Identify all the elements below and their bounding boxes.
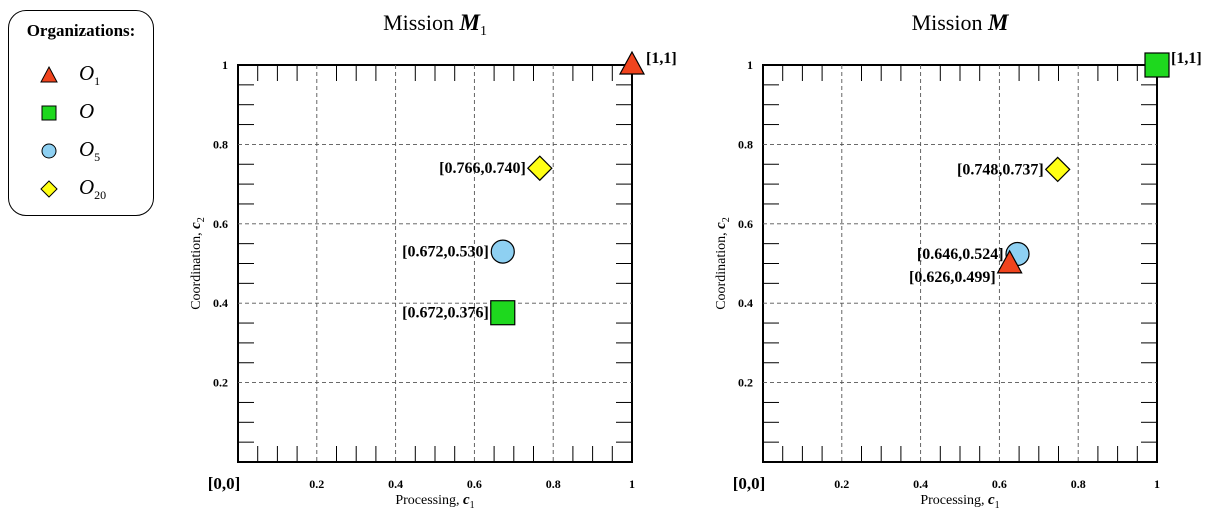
legend-item-sub: 1: [94, 74, 101, 89]
data-label: [1,1]: [646, 50, 677, 67]
data-label: [0.748,0.737]: [957, 161, 1044, 178]
y-axis-label-symbol: c: [713, 222, 729, 229]
y-tick-label: 0.8: [213, 137, 228, 151]
diamond-marker-icon: [40, 180, 58, 198]
x-tick-label: 0.8: [1071, 477, 1086, 491]
plot-frame: [762, 64, 1158, 463]
data-point-square: [490, 300, 516, 326]
data-point-triangle: [618, 50, 646, 75]
y-tick-label: 0.8: [738, 137, 753, 151]
chart-title-symbol: M: [458, 10, 481, 35]
x-axis-label: Processing, c1: [395, 492, 474, 511]
data-point-circle: [490, 239, 515, 264]
origin-label: [0,0]: [733, 474, 766, 493]
x-tick-label: 0.8: [546, 477, 561, 491]
chart-title-symbol: M: [987, 10, 1010, 35]
data-point-diamond: [1044, 156, 1071, 183]
y-axis-label: Coordination, c2: [188, 217, 207, 310]
x-axis-label-text: Processing,: [920, 493, 988, 508]
data-label: [0.646,0.524]: [917, 246, 1004, 263]
legend-item-label: O: [79, 98, 95, 123]
x-tick-label: 0.4: [388, 477, 403, 491]
legend-item-sub: 5: [94, 150, 101, 165]
x-axis-label-symbol: c: [463, 492, 470, 508]
x-axis-label-text: Processing,: [395, 493, 463, 508]
chart-title-text: Mission: [912, 10, 988, 35]
x-axis-label-symbol: c: [988, 492, 995, 508]
legend-item-sub: 20: [94, 188, 107, 203]
legend-item-o20: O20: [37, 175, 106, 203]
x-tick-label: 0.6: [467, 477, 482, 491]
chart-title-sub: 1: [480, 24, 487, 39]
data-label: [0.766,0.740]: [439, 160, 526, 177]
y-axis-label-text: Coordination,: [714, 229, 729, 310]
y-tick-label: 0.4: [738, 296, 753, 310]
chart-title: Mission M: [912, 10, 1010, 35]
x-axis-label-sub: 1: [470, 500, 475, 511]
y-tick-label: 0.6: [738, 217, 753, 231]
data-label: [1,1]: [1171, 50, 1202, 67]
y-tick-label: 0.6: [213, 217, 228, 231]
y-tick-label: 1: [222, 58, 228, 72]
y-tick-label: 0.4: [213, 296, 228, 310]
legend: Organizations: O1 O O5 O20: [8, 10, 154, 216]
y-tick-label: 1: [747, 58, 753, 72]
x-tick-label: 0.4: [913, 477, 928, 491]
legend-item-o1: O1: [37, 61, 100, 89]
y-axis-label-sub: 2: [196, 217, 207, 222]
chart-1: Mission M10.2 0.4 0.6 0.8 10.20.40.60.81[0,0…: [188, 10, 677, 511]
legend-item-o5: O5: [37, 137, 100, 165]
triangle-marker-icon: [40, 65, 58, 83]
x-tick-label: 0.2: [834, 477, 849, 491]
legend-item-label: O: [79, 136, 95, 161]
chart-title: Mission M1: [383, 10, 487, 39]
y-axis-label-symbol: c: [188, 222, 204, 229]
circle-marker-icon: [41, 143, 57, 159]
origin-label: [0,0]: [208, 474, 241, 493]
x-axis-label-sub: 1: [995, 500, 1000, 511]
square-marker-icon: [41, 105, 57, 121]
data-label: [0.672,0.376]: [402, 305, 489, 322]
legend-item-label: O: [79, 60, 95, 85]
data-point-diamond: [526, 155, 553, 182]
x-tick-label: 1: [1154, 477, 1160, 491]
y-axis-label-sub: 2: [721, 217, 732, 222]
x-tick-label: 0.6: [992, 477, 1007, 491]
data-point-square: [1144, 52, 1170, 78]
data-label: [0.672,0.530]: [402, 244, 489, 261]
y-axis-label: Coordination, c2: [713, 217, 732, 310]
chart-title-text: Mission: [383, 10, 459, 35]
y-axis-label-text: Coordination,: [189, 229, 204, 310]
chart-2: Mission M 0.2 0.4 0.6 0.8 1 0.2 0.4 0.6 0.8 1 [0,0]…: [713, 10, 1202, 511]
legend-item-label: O: [79, 174, 95, 199]
x-tick-label: 1: [629, 477, 635, 491]
legend-title: Organizations:: [26, 21, 136, 40]
data-label: [0.626,0.499]: [909, 269, 996, 286]
data-point-triangle: [996, 249, 1023, 274]
plot-frame: [237, 64, 633, 463]
x-tick-label: 0.2: [309, 477, 324, 491]
y-tick-label: 0.2: [738, 376, 753, 390]
y-tick-label: 0.2: [213, 376, 228, 390]
x-axis-label: Processing, c1: [920, 492, 999, 511]
legend-item-o: O: [37, 99, 94, 127]
